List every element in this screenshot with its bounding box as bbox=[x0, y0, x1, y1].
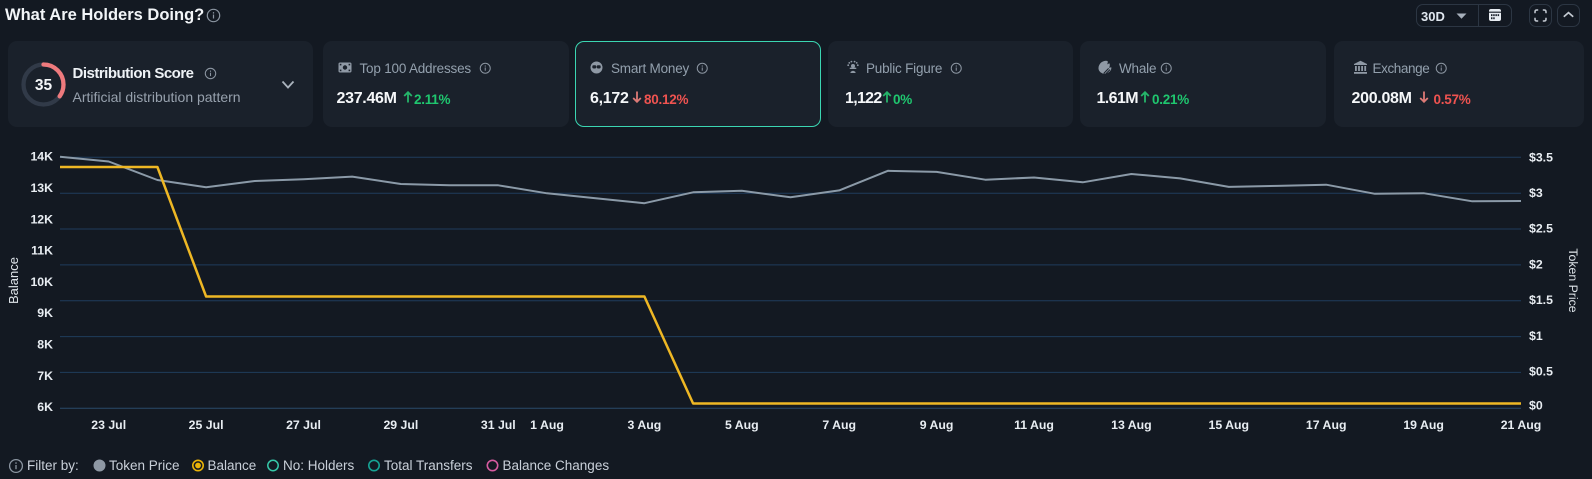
svg-text:$2: $2 bbox=[1529, 257, 1543, 271]
svg-text:Balance: Balance bbox=[6, 257, 21, 304]
svg-text:$0: $0 bbox=[1529, 399, 1543, 413]
svg-text:17 Aug: 17 Aug bbox=[1306, 418, 1347, 432]
svg-text:No: Holders: No: Holders bbox=[283, 458, 355, 473]
svg-text:35: 35 bbox=[34, 77, 52, 94]
svg-text:10K: 10K bbox=[30, 275, 53, 289]
svg-text:1 Aug: 1 Aug bbox=[530, 418, 564, 432]
svg-text:11K: 11K bbox=[31, 244, 53, 258]
svg-text:13K: 13K bbox=[30, 181, 53, 195]
svg-text:9 Aug: 9 Aug bbox=[920, 418, 954, 432]
svg-text:Token Price: Token Price bbox=[109, 458, 180, 473]
svg-text:29 Jul: 29 Jul bbox=[383, 418, 418, 432]
svg-text:7 Aug: 7 Aug bbox=[822, 418, 856, 432]
svg-text:9K: 9K bbox=[37, 306, 53, 320]
svg-text:23 Jul: 23 Jul bbox=[91, 418, 126, 432]
svg-text:14K: 14K bbox=[30, 150, 53, 164]
svg-text:$0.5: $0.5 bbox=[1529, 365, 1553, 379]
svg-text:31 Jul: 31 Jul bbox=[481, 418, 516, 432]
svg-text:12K: 12K bbox=[30, 212, 53, 226]
svg-text:11 Aug: 11 Aug bbox=[1014, 418, 1054, 432]
svg-text:Balance Changes: Balance Changes bbox=[503, 458, 610, 473]
svg-text:$3: $3 bbox=[1529, 186, 1543, 200]
svg-text:8K: 8K bbox=[37, 338, 53, 352]
svg-text:5 Aug: 5 Aug bbox=[725, 418, 759, 432]
svg-text:Balance: Balance bbox=[208, 458, 257, 473]
svg-text:6K: 6K bbox=[37, 400, 53, 414]
svg-text:25 Jul: 25 Jul bbox=[189, 418, 224, 432]
svg-text:27 Jul: 27 Jul bbox=[286, 418, 321, 432]
svg-text:3 Aug: 3 Aug bbox=[628, 418, 662, 432]
svg-text:Total Transfers: Total Transfers bbox=[384, 458, 473, 473]
svg-text:13 Aug: 13 Aug bbox=[1111, 418, 1152, 432]
svg-text:$1: $1 bbox=[1529, 329, 1543, 343]
svg-text:Filter by:: Filter by: bbox=[27, 458, 79, 473]
svg-text:Token Price: Token Price bbox=[1566, 248, 1580, 312]
svg-text:$1.5: $1.5 bbox=[1529, 293, 1553, 307]
svg-text:$2.5: $2.5 bbox=[1529, 222, 1553, 236]
svg-text:21 Aug: 21 Aug bbox=[1501, 418, 1542, 432]
svg-text:$3.5: $3.5 bbox=[1529, 150, 1553, 164]
svg-text:15 Aug: 15 Aug bbox=[1209, 418, 1250, 432]
svg-text:19 Aug: 19 Aug bbox=[1403, 418, 1444, 432]
svg-text:7K: 7K bbox=[37, 369, 53, 383]
